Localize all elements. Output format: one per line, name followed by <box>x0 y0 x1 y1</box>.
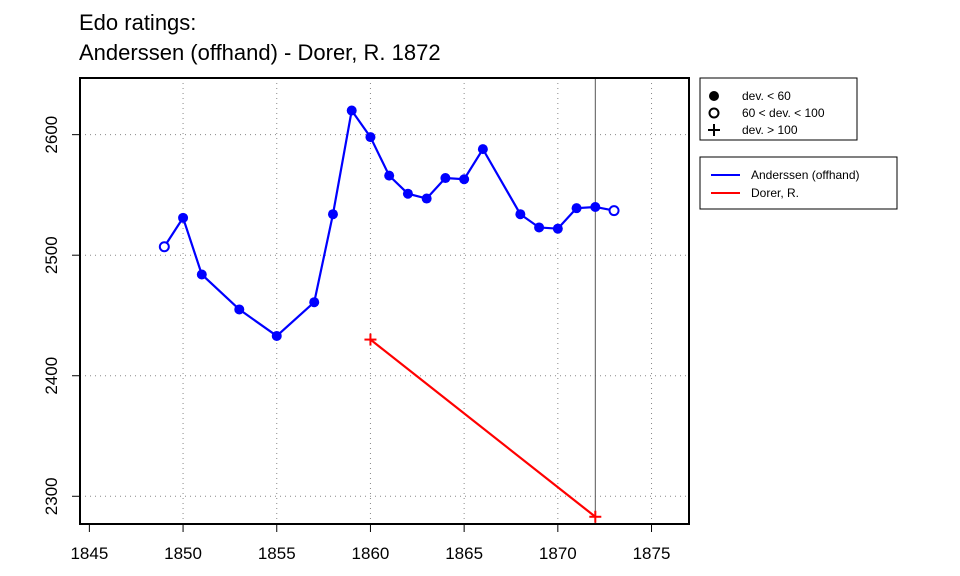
series-0-point-10 <box>402 188 413 199</box>
series-0-point-0 <box>158 241 170 253</box>
chart-title-line-2: Anderssen (offhand) - Dorer, R. 1872 <box>79 40 441 65</box>
series-legend-label-0: Anderssen (offhand) <box>751 168 860 182</box>
series-legend-box <box>699 156 898 210</box>
marker-legend-label-1: 60 < dev. < 100 <box>742 106 825 120</box>
y-tick-label-2400: 2400 <box>42 357 61 395</box>
series-0-point-19 <box>590 201 601 212</box>
series-0-point-15 <box>515 209 526 220</box>
series-0-point-6 <box>327 209 338 220</box>
marker-legend-label-0: dev. < 60 <box>742 89 791 103</box>
marker-legend-label-2: dev. > 100 <box>742 123 798 137</box>
series-line-0 <box>163 107 615 338</box>
marker-legend-box <box>699 77 858 141</box>
series-0-point-5 <box>309 297 320 308</box>
series-1-point-1 <box>589 510 602 523</box>
marker-legend-symbol-2 <box>708 124 720 136</box>
series-line-1 <box>369 338 596 518</box>
series-0-point-4 <box>271 330 282 341</box>
grid-layer <box>80 78 689 524</box>
plot-frame <box>79 77 690 525</box>
series-0-point-17 <box>552 223 563 234</box>
series-0-point-14 <box>477 144 488 155</box>
series-1-point-0 <box>364 333 377 346</box>
series-layer <box>158 105 620 523</box>
series-0-point-16 <box>534 222 545 233</box>
y-tick-label-2600: 2600 <box>42 116 61 154</box>
y-tick-label-2300: 2300 <box>42 477 61 515</box>
series-0-point-1 <box>178 212 189 223</box>
y-tick-label-2500: 2500 <box>42 236 61 274</box>
marker-legend: dev. < 60 60 < dev. < 100 dev. > 100 <box>699 77 858 141</box>
series-legend-label-1: Dorer, R. <box>751 186 799 200</box>
chart-title: Edo ratings: Anderssen (offhand) - Dorer… <box>79 8 441 68</box>
x-tick-label-1860: 1860 <box>352 544 390 563</box>
x-tick-label-1875: 1875 <box>633 544 671 563</box>
series-0-point-12 <box>440 173 451 184</box>
x-tick-label-1855: 1855 <box>258 544 296 563</box>
series-0-point-8 <box>365 132 376 143</box>
series-0-point-2 <box>196 269 207 280</box>
series-0-point-7 <box>346 105 357 116</box>
series-0-point-3 <box>234 304 245 315</box>
x-tick-label-1845: 1845 <box>70 544 108 563</box>
series-legend: Anderssen (offhand) Dorer, R. <box>699 156 898 210</box>
series-0-point-13 <box>459 174 470 185</box>
series-0-point-20 <box>608 205 620 217</box>
marker-legend-symbol-0 <box>709 91 719 101</box>
chart-title-line-1: Edo ratings: <box>79 10 197 35</box>
legend-layer: dev. < 60 60 < dev. < 100 dev. > 100 Anders… <box>699 77 898 210</box>
series-0 <box>158 105 620 341</box>
x-tick-label-1865: 1865 <box>445 544 483 563</box>
series-0-point-18 <box>571 203 582 214</box>
series-0-point-11 <box>421 193 432 204</box>
series-0-point-9 <box>384 170 395 181</box>
x-tick-label-1850: 1850 <box>164 544 202 563</box>
axis-layer: 1845 1850 1855 1860 1865 1870 1875 2300 2400 2500… <box>42 116 670 563</box>
series-1 <box>364 333 602 523</box>
marker-legend-symbol-1 <box>708 107 720 119</box>
x-tick-label-1870: 1870 <box>539 544 577 563</box>
